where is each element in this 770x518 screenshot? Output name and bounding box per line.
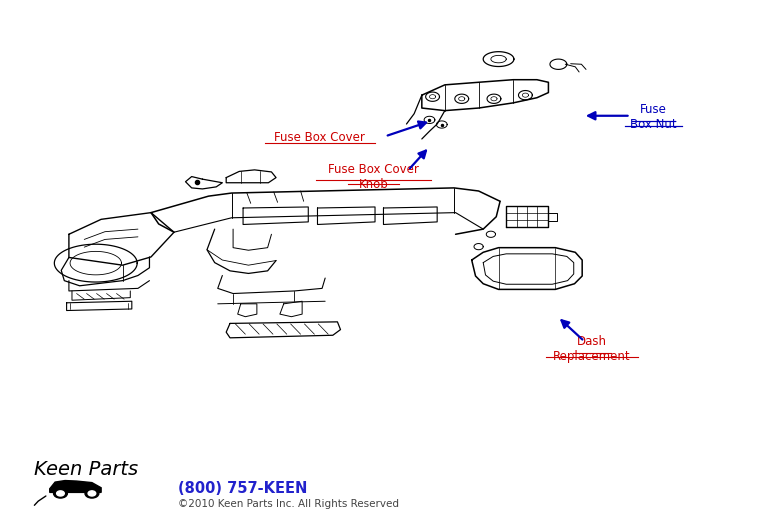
Text: Fuse Box Cover: Fuse Box Cover [274, 132, 365, 145]
Circle shape [54, 489, 67, 498]
Text: Fuse
Box Nut: Fuse Box Nut [630, 103, 677, 132]
Polygon shape [50, 481, 101, 493]
Text: ©2010 Keen Parts Inc. All Rights Reserved: ©2010 Keen Parts Inc. All Rights Reserve… [178, 499, 399, 509]
Text: Dash
Replacement: Dash Replacement [554, 335, 631, 363]
Text: Fuse Box Cover
Knob: Fuse Box Cover Knob [328, 163, 419, 191]
Text: (800) 757-KEEN: (800) 757-KEEN [178, 481, 307, 496]
Circle shape [57, 491, 65, 496]
Circle shape [85, 489, 99, 498]
Circle shape [88, 491, 95, 496]
Text: Keen Parts: Keen Parts [34, 459, 138, 479]
